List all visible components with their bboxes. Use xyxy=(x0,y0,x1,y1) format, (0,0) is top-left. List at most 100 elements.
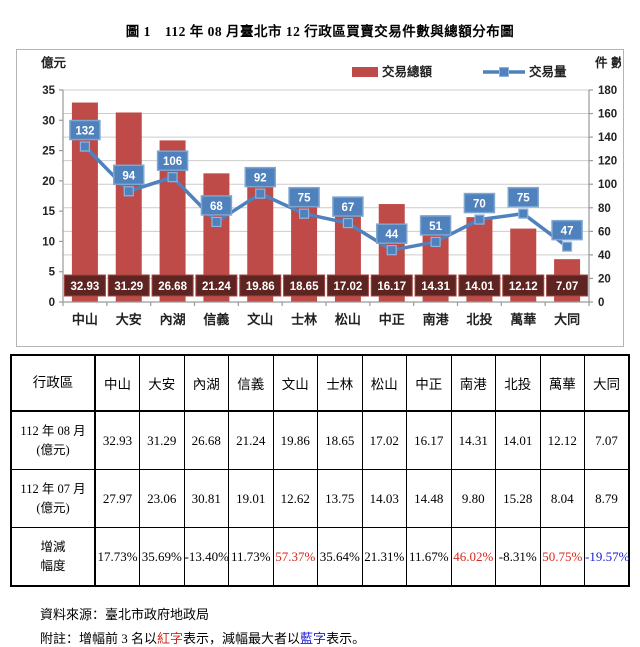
right-axis-tick-label: 140 xyxy=(598,132,617,144)
table-row: 112 年 08 月 (億元) 32.93 31.29 26.68 21.24 19.86 1… xyxy=(10,410,630,470)
left-axis-tick-label: 20 xyxy=(42,176,55,188)
bar-value-label: 18.65 xyxy=(290,281,319,293)
line-marker xyxy=(474,214,485,225)
header-cell: 中正 xyxy=(406,354,452,412)
line-value-label: 67 xyxy=(342,202,355,214)
line-value-label: 44 xyxy=(385,229,398,241)
line-value-label: 75 xyxy=(517,193,530,205)
x-axis-category-label: 松山 xyxy=(335,312,361,327)
footnote-text: 表示，減幅最大者以 xyxy=(183,631,301,646)
header-cell: 內湖 xyxy=(183,354,229,412)
right-axis-tick-label: 20 xyxy=(598,273,611,285)
footnote-text: 附註：增幅前 3 名以 xyxy=(40,631,158,646)
left-axis-title: 億元 xyxy=(41,55,67,70)
table-cell: 8.04 xyxy=(539,469,585,528)
table-cell: -8.31% xyxy=(495,527,541,587)
line-value-box xyxy=(419,215,452,236)
row-label-line: (億元) xyxy=(36,442,70,457)
line-value-box xyxy=(113,164,145,186)
line-value-box xyxy=(376,223,408,244)
line-marker xyxy=(518,208,529,219)
x-axis-category-label: 中山 xyxy=(72,312,98,327)
table-cell: 17.02 xyxy=(361,410,407,470)
line-value-box xyxy=(507,186,539,208)
bar-value-label: 16.17 xyxy=(377,281,406,293)
line-value-label: 47 xyxy=(561,226,574,238)
row-label-line: 增減 xyxy=(40,539,66,554)
row-label: 增減 幅度 xyxy=(10,527,96,587)
bar-value-label: 17.02 xyxy=(334,281,363,293)
table-cell: 17.73% xyxy=(94,527,140,587)
trend-line xyxy=(83,145,569,252)
right-axis-title: 件 數 xyxy=(595,55,621,70)
legend-line-marker xyxy=(499,67,509,77)
line-value-label: 70 xyxy=(473,199,486,211)
bar-line-chart: 132 94 106 68 92 75 67 44 51 70 75 47 32.93 31.29 26.6… xyxy=(41,55,621,327)
bar-value-box xyxy=(107,274,150,297)
table-cell: 18.65 xyxy=(317,410,363,470)
bar-value-box xyxy=(370,274,413,297)
line-marker xyxy=(211,216,222,228)
bar-value-box xyxy=(458,274,501,297)
bar-value-label: 32.93 xyxy=(71,281,100,293)
table-cell: 26.68 xyxy=(183,410,229,470)
header-cell: 南港 xyxy=(450,354,496,412)
row-label-line: (億元) xyxy=(36,500,70,515)
header-cell: 大同 xyxy=(584,354,630,412)
bar-value-box xyxy=(414,274,457,297)
table-cell: -13.40% xyxy=(183,527,229,587)
summary-table: 行政區 中山 大安 內湖 信義 文山 士林 松山 中正 南港 北投 萬華 大同 112 年 08 月 (億… xyxy=(10,354,630,587)
table-cell: 21.31% xyxy=(361,527,407,587)
header-cell: 大安 xyxy=(139,354,185,412)
line-value-box xyxy=(551,219,583,241)
bar-value-box xyxy=(151,274,194,297)
table-cell: 30.81 xyxy=(183,469,229,528)
right-axis-tick-label: 100 xyxy=(598,179,617,191)
bar-value-label: 14.31 xyxy=(421,281,450,293)
line-marker xyxy=(298,208,310,219)
bar-value-label: 26.68 xyxy=(158,281,187,293)
line-value-label: 94 xyxy=(122,170,135,182)
legend-bar-swatch xyxy=(352,67,378,77)
row-label: 112 年 07 月 (億元) xyxy=(10,469,96,528)
table-cell: 9.80 xyxy=(450,469,496,528)
x-axis-category-label: 信義 xyxy=(203,312,229,327)
table-cell: 12.62 xyxy=(272,469,318,528)
table-cell: 21.24 xyxy=(228,410,274,470)
line-marker xyxy=(123,186,134,197)
table-cell: 27.97 xyxy=(94,469,140,528)
figure-title: 圖 1 112 年 08 月臺北市 12 行政區買賣交易件數與總額分布圖 xyxy=(125,24,515,39)
line-value-box xyxy=(463,192,496,214)
x-axis-category-label: 萬華 xyxy=(510,312,536,327)
table-cell: 13.75 xyxy=(317,469,363,528)
line-marker xyxy=(79,141,91,152)
table-cell: 11.73% xyxy=(228,527,274,587)
header-cell: 文山 xyxy=(272,354,318,412)
line-marker xyxy=(430,236,441,248)
right-axis-tick-label: 160 xyxy=(598,109,617,121)
footnote-text: 表示。 xyxy=(326,631,366,646)
header-cell: 松山 xyxy=(361,354,407,412)
table-cell: 16.17 xyxy=(406,410,452,470)
table-row: 112 年 07 月 (億元) 27.97 23.06 30.81 19.01 12.62 1… xyxy=(10,469,630,528)
table-cell: 50.75% xyxy=(539,527,585,587)
right-axis-tick-label: 0 xyxy=(598,297,604,309)
line-value-box xyxy=(200,195,233,216)
header-cell: 萬華 xyxy=(539,354,585,412)
table-cell: 12.12 xyxy=(539,410,585,470)
left-axis-tick-label: 5 xyxy=(49,267,56,279)
left-axis-tick-label: 30 xyxy=(42,115,55,127)
line-marker xyxy=(255,188,266,199)
left-axis-tick-label: 0 xyxy=(49,297,55,309)
table-cell: 19.01 xyxy=(228,469,274,528)
line-value-box xyxy=(156,150,189,171)
table-cell: 31.29 xyxy=(139,410,185,470)
bar-value-box xyxy=(239,274,282,297)
left-axis-tick-label: 15 xyxy=(42,206,55,218)
header-cell: 中山 xyxy=(94,354,140,412)
line-marker xyxy=(386,245,397,256)
footnote: 附註：增幅前 3 名以紅字表示，減幅最大者以藍字表示。 xyxy=(40,628,640,647)
line-value-label: 132 xyxy=(75,126,94,138)
right-axis-tick-label: 60 xyxy=(598,226,611,238)
table-cell: 35.64% xyxy=(317,527,363,587)
